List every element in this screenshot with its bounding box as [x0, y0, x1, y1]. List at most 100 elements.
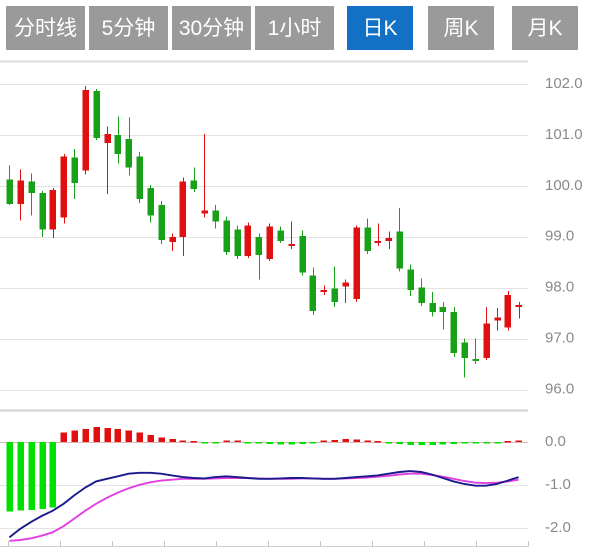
- candle-body: [17, 180, 25, 205]
- period-tab-label: 30分钟: [178, 16, 245, 40]
- candle-body: [483, 323, 491, 359]
- candle-body: [179, 181, 187, 237]
- price-axis-label: 102.0: [545, 75, 583, 92]
- macd-dif-line: [8, 470, 519, 539]
- macd-bar: [385, 441, 393, 444]
- macd-bar: [6, 441, 14, 512]
- candle-body: [104, 133, 112, 144]
- candle-body: [223, 220, 231, 253]
- price-axis-label: 100.0: [545, 177, 583, 194]
- candle-body: [407, 269, 415, 290]
- macd-dea-line: [9, 472, 519, 542]
- candle-body: [201, 210, 209, 214]
- macd-axis-label: -1.0: [545, 476, 571, 493]
- price-axis-label: 98.0: [545, 279, 574, 296]
- period-tab-4[interactable]: 日K: [347, 6, 413, 50]
- price-axis-label: 96.0: [545, 381, 574, 398]
- macd-bar: [494, 441, 502, 444]
- candle-body: [266, 226, 274, 260]
- macd-bar: [179, 440, 187, 443]
- candle-body: [169, 236, 177, 242]
- macd-bar: [223, 440, 231, 443]
- macd-bar: [190, 440, 198, 443]
- macd-bar: [309, 441, 317, 444]
- candle-body: [429, 303, 437, 313]
- candle-body: [28, 181, 36, 193]
- macd-bar: [461, 441, 469, 444]
- candle-body: [49, 189, 57, 230]
- macd-bar: [439, 441, 447, 445]
- candle-body: [39, 192, 47, 230]
- macd-bar: [407, 441, 415, 445]
- macd-bar: [244, 441, 252, 444]
- candle-body: [418, 287, 426, 304]
- macd-bar: [158, 437, 166, 442]
- macd-bar: [17, 441, 25, 511]
- candle-body: [374, 240, 382, 243]
- macd-bar: [374, 440, 382, 443]
- candle-body: [60, 156, 68, 218]
- candle-body: [93, 91, 101, 138]
- candle-body: [342, 282, 350, 287]
- period-tab-2[interactable]: 30分钟: [172, 6, 251, 50]
- macd-bar: [136, 432, 144, 442]
- macd-bar: [28, 441, 36, 510]
- candle-body: [234, 229, 242, 257]
- macd-axis-label: -2.0: [545, 519, 571, 536]
- candle-body: [396, 231, 404, 269]
- macd-bar: [266, 441, 274, 444]
- chart-svg: 102.0 101.0 100.0 99.0 98.0 97.0 96.0 0.0 -1.0 -2…: [0, 60, 583, 547]
- candle-body: [299, 235, 307, 273]
- macd-bar: [288, 441, 296, 445]
- macd-bar: [82, 428, 90, 442]
- candle-body: [504, 294, 512, 328]
- candle-body: [385, 237, 393, 241]
- candle-body: [82, 90, 90, 171]
- period-tab-6[interactable]: 月K: [512, 6, 578, 50]
- candle-body: [472, 359, 480, 362]
- period-tab-0[interactable]: 分时线: [6, 6, 85, 50]
- candle-body: [244, 225, 252, 257]
- price-axis-label: 99.0: [545, 228, 574, 245]
- period-tab-label: 周K: [443, 16, 479, 40]
- macd-axis-label: 0.0: [545, 433, 566, 450]
- candlestick-series: [6, 85, 523, 378]
- macd-bar: [396, 441, 404, 444]
- macd-bar: [39, 441, 47, 509]
- period-tab-3[interactable]: 1小时: [255, 6, 334, 50]
- candle-body: [353, 227, 361, 299]
- candle-body: [277, 230, 285, 241]
- macd-bar: [483, 441, 491, 444]
- macd-bar: [342, 439, 350, 442]
- macd-bar: [450, 441, 458, 444]
- period-tab-bar: 分时线 5分钟 30分钟 1小时 日K 周K 月K: [0, 0, 604, 56]
- candle-body: [461, 342, 469, 359]
- macd-bar: [472, 441, 480, 444]
- macd-histogram: [6, 427, 523, 512]
- macd-bar: [201, 441, 209, 444]
- candle-body: [494, 317, 502, 321]
- candle-body: [320, 289, 328, 292]
- candle-body: [364, 227, 372, 252]
- candle-body: [158, 205, 166, 240]
- candle-body: [331, 288, 339, 302]
- macd-bar: [364, 440, 372, 443]
- candle-body: [6, 179, 14, 205]
- period-tab-label: 1小时: [267, 16, 322, 40]
- period-tab-5[interactable]: 周K: [428, 6, 494, 50]
- macd-bar: [299, 441, 307, 444]
- macd-bar: [255, 441, 263, 444]
- candle-body: [515, 305, 523, 308]
- candle-body: [136, 156, 144, 200]
- macd-bar: [331, 440, 339, 442]
- macd-bar: [49, 441, 57, 508]
- period-tab-1[interactable]: 5分钟: [89, 6, 168, 50]
- macd-bar: [277, 441, 285, 445]
- price-axis-label: 97.0: [545, 330, 574, 347]
- candle-body: [71, 157, 79, 183]
- macd-bar: [93, 427, 101, 442]
- macd-bar: [169, 439, 177, 442]
- macd-bar: [60, 432, 68, 442]
- macd-bar: [104, 428, 112, 442]
